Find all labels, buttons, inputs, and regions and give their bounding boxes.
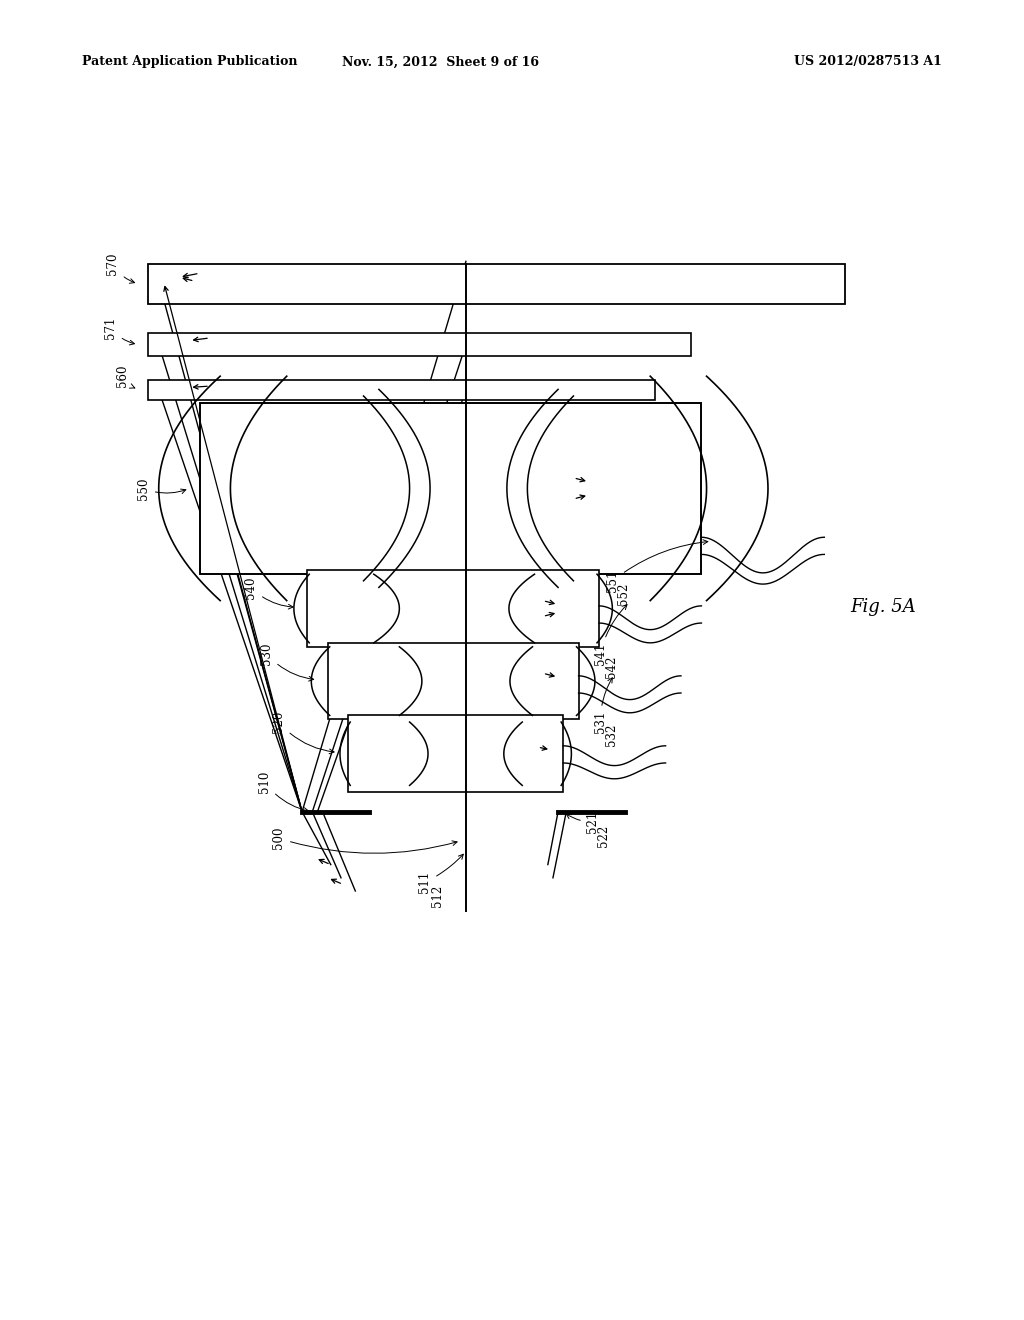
Text: 571: 571 — [104, 317, 134, 345]
Bar — [348, 715, 563, 792]
Text: Fig. 5A: Fig. 5A — [850, 598, 915, 616]
Text: 541: 541 — [594, 605, 627, 664]
Text: Nov. 15, 2012  Sheet 9 of 16: Nov. 15, 2012 Sheet 9 of 16 — [342, 55, 539, 69]
Text: US 2012/0287513 A1: US 2012/0287513 A1 — [795, 55, 942, 69]
Bar — [328, 643, 579, 719]
Text: 500: 500 — [272, 826, 457, 853]
Text: 552: 552 — [617, 583, 631, 605]
Text: 550: 550 — [137, 477, 185, 500]
Text: 530: 530 — [260, 642, 313, 681]
Bar — [148, 380, 655, 400]
Text: 512: 512 — [431, 884, 443, 907]
Text: 522: 522 — [597, 825, 610, 846]
Bar — [148, 264, 845, 304]
Text: 521: 521 — [566, 812, 599, 833]
Text: 540: 540 — [245, 576, 293, 609]
Text: 551: 551 — [606, 540, 708, 591]
Text: 510: 510 — [258, 771, 308, 812]
Bar — [148, 333, 691, 356]
Bar — [200, 403, 701, 574]
Text: 511: 511 — [419, 854, 463, 894]
Text: 532: 532 — [605, 725, 618, 746]
Bar — [307, 570, 599, 647]
Text: 570: 570 — [106, 252, 134, 284]
Text: 542: 542 — [605, 656, 618, 677]
Text: 520: 520 — [272, 711, 334, 754]
Text: Patent Application Publication: Patent Application Publication — [82, 55, 297, 69]
Text: 560: 560 — [117, 364, 135, 388]
Text: 531: 531 — [594, 677, 612, 733]
